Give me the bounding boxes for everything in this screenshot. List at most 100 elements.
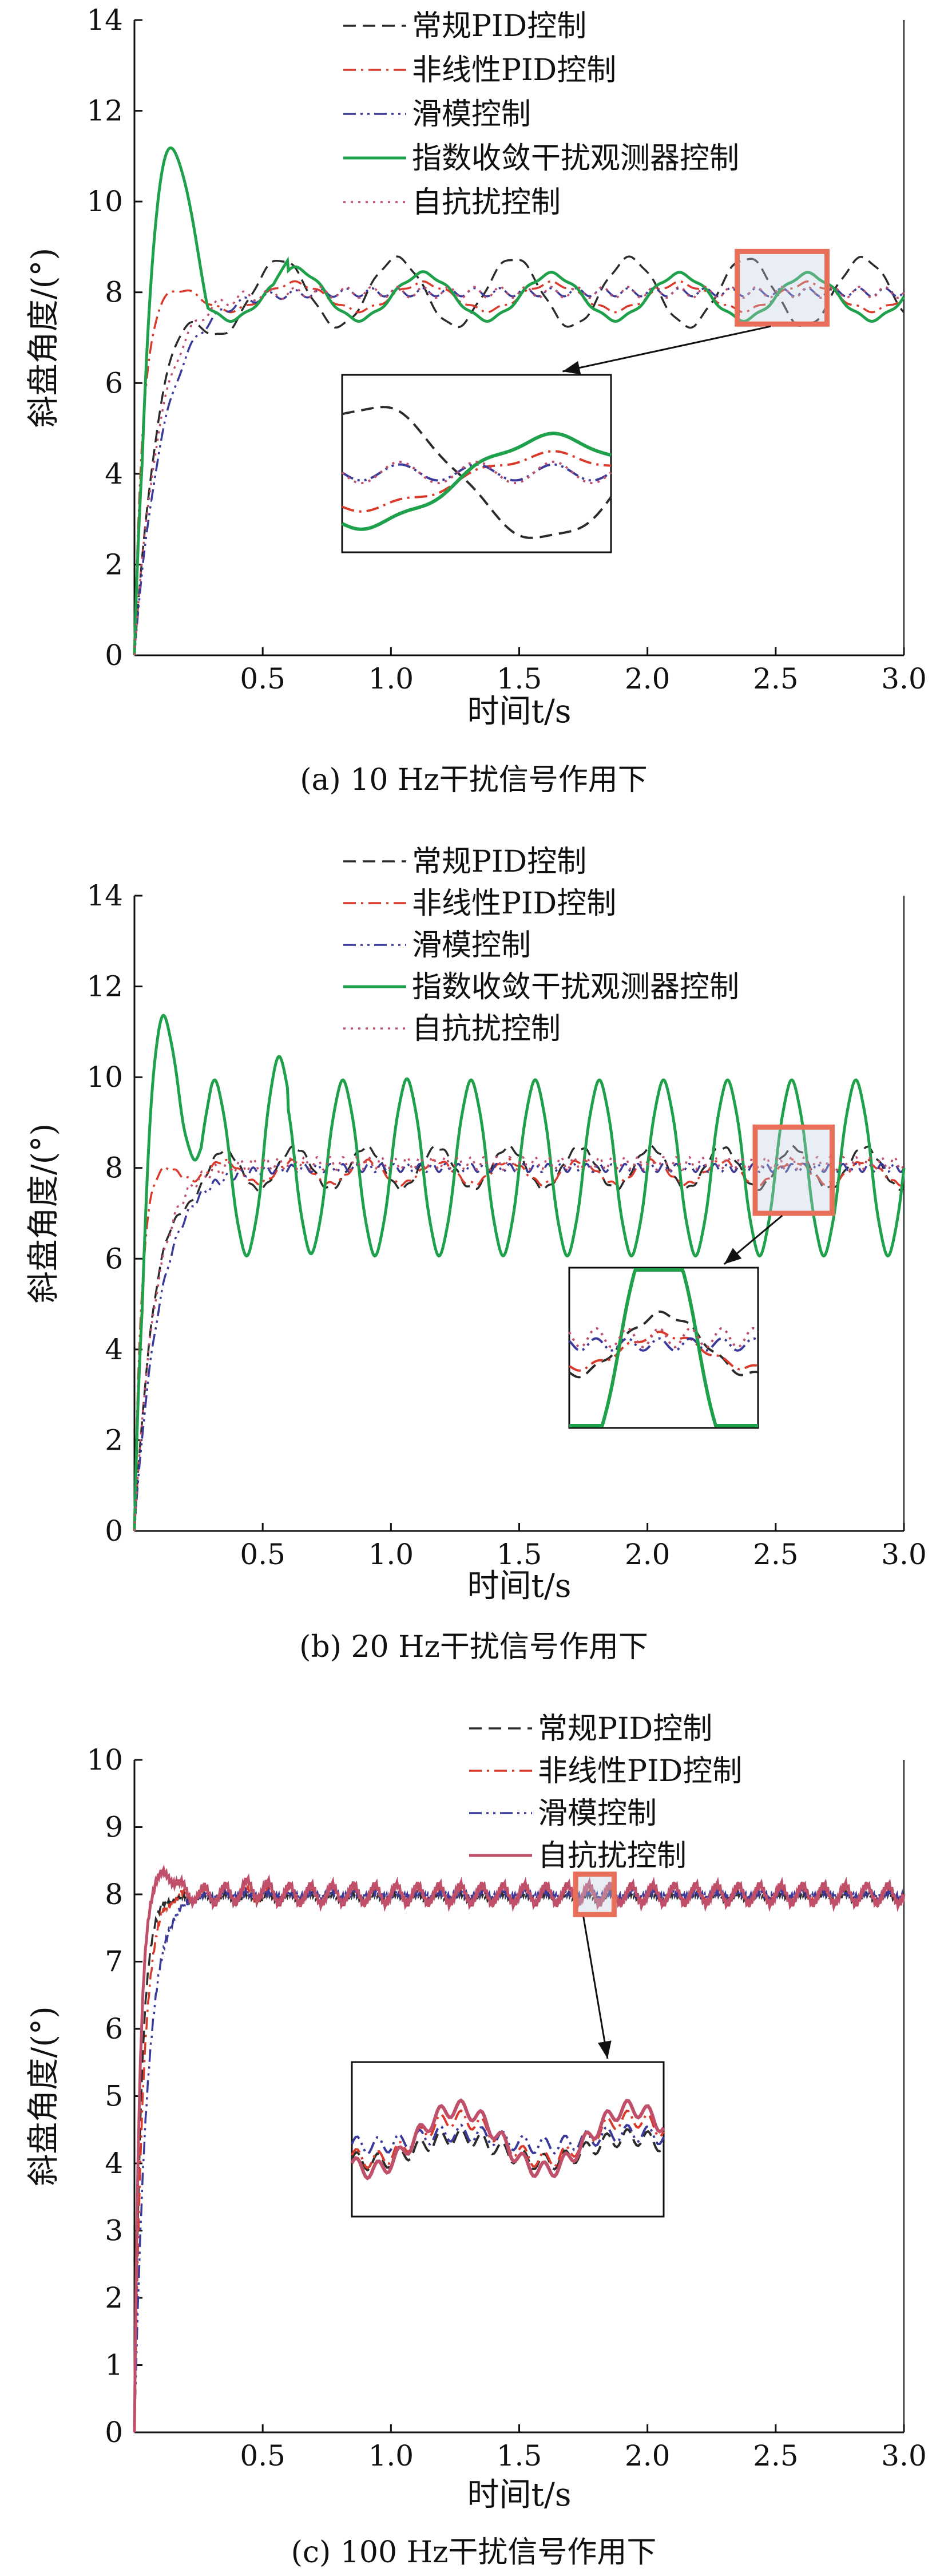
panel-caption: (b) 20 Hz干扰信号作用下 <box>299 1630 648 1664</box>
y-tick-label: 4 <box>105 1333 123 1366</box>
series-line-2 <box>133 1162 905 1532</box>
series-line-3 <box>133 146 906 656</box>
legend-label: 非线性PID控制 <box>538 1754 742 1788</box>
x-tick-label: 1.0 <box>368 662 414 695</box>
x-tick-label: 2.0 <box>625 1538 671 1571</box>
y-tick-label: 3 <box>105 2214 123 2247</box>
x-tick-label: 3.0 <box>881 2439 927 2472</box>
y-tick-label: 14 <box>86 879 123 912</box>
legend-label: 常规PID控制 <box>412 845 586 879</box>
x-tick-label: 3.0 <box>881 1538 927 1571</box>
legend-label: 自抗扰控制 <box>538 1839 687 1873</box>
x-tick-label: 1.5 <box>497 1538 542 1571</box>
zoom-arrow <box>582 1916 609 2059</box>
x-tick-label: 1.0 <box>368 2439 414 2472</box>
legend-label: 常规PID控制 <box>412 9 586 43</box>
y-tick-label: 8 <box>105 276 123 309</box>
zoom-inset-box <box>568 1267 759 1429</box>
x-tick-label: 1.5 <box>497 662 542 695</box>
y-tick-label: 10 <box>86 1743 123 1776</box>
x-tick-label: 3.0 <box>881 662 927 695</box>
series-line-3 <box>133 1864 906 2433</box>
y-tick-label: 2 <box>105 2281 123 2314</box>
x-axis-label: 时间t/s <box>467 2476 571 2514</box>
zoom-highlight-box <box>735 248 830 327</box>
zoom-inset-box <box>351 2061 665 2218</box>
y-tick-label: 0 <box>105 1514 123 1548</box>
x-tick-label: 1.5 <box>497 2439 542 2472</box>
y-tick-label: 2 <box>105 1423 123 1457</box>
zoom-arrowhead <box>562 361 581 375</box>
inset-series-line-1 <box>569 1330 759 1372</box>
y-tick-label: 8 <box>105 1878 123 1911</box>
x-axis-label: 时间t/s <box>467 1568 571 1605</box>
zoom-arrow <box>562 325 771 373</box>
series-line-4 <box>133 286 905 656</box>
series-line-4 <box>133 1156 905 1532</box>
x-tick-label: 0.5 <box>240 1538 285 1571</box>
legend-label: 滑模控制 <box>412 97 531 132</box>
y-tick-label: 12 <box>86 970 123 1003</box>
inset-series-line-3 <box>341 432 612 531</box>
legend-label: 滑模控制 <box>538 1797 657 1831</box>
y-tick-label: 0 <box>105 639 123 672</box>
legend-label: 指数收敛干扰观测器控制 <box>412 141 739 176</box>
legend-label: 常规PID控制 <box>538 1712 712 1746</box>
inset-series-line-3 <box>569 1268 758 1427</box>
zoom-arrowhead <box>598 2040 612 2059</box>
inset-series-line-2 <box>351 2123 665 2155</box>
inset-series-line-0 <box>342 406 612 539</box>
legend-label: 指数收敛干扰观测器控制 <box>412 970 739 1004</box>
y-tick-label: 5 <box>105 2080 123 2113</box>
inset-series-line-1 <box>342 450 612 513</box>
x-tick-label: 0.5 <box>240 662 285 695</box>
y-tick-label: 1 <box>105 2349 123 2382</box>
zoom-highlight-box <box>752 1124 835 1216</box>
x-tick-label: 2.5 <box>753 662 799 695</box>
panel-caption: (c) 100 Hz干扰信号作用下 <box>291 2535 657 2570</box>
y-tick-label: 2 <box>105 548 123 581</box>
y-tick-label: 6 <box>105 366 123 399</box>
inset-series-line-3 <box>350 2098 665 2181</box>
y-tick-label: 0 <box>105 2416 123 2449</box>
y-tick-label: 14 <box>86 3 123 37</box>
inset-series-line-4 <box>568 1327 759 1348</box>
inset-series-line-0 <box>568 1310 759 1379</box>
series-line-0 <box>133 255 905 656</box>
y-tick-label: 10 <box>86 1061 123 1094</box>
x-axis-label: 时间t/s <box>467 693 571 730</box>
y-tick-label: 6 <box>105 1242 123 1275</box>
y-tick-label: 7 <box>105 1945 123 1979</box>
legend-label: 非线性PID控制 <box>412 53 616 88</box>
y-tick-label: 12 <box>86 94 123 128</box>
inset-series-line-2 <box>568 1337 759 1352</box>
legend-label: 自抗扰控制 <box>412 185 561 220</box>
y-tick-label: 10 <box>86 185 123 218</box>
zoom-highlight-box <box>573 1871 617 1917</box>
x-tick-label: 2.0 <box>625 2439 671 2472</box>
legend-label: 自抗扰控制 <box>412 1012 561 1046</box>
y-axis-label: 斜盘角度/(°) <box>25 1123 62 1304</box>
legend-label: 非线性PID控制 <box>412 887 616 921</box>
y-tick-label: 4 <box>105 2147 123 2180</box>
panel-c: 0 1 2 3 4 5 6 7 8 9 10 0.5 1.0 1.5 2.0 2.5 3.0 时间t/s 斜盘角度/… <box>25 1712 927 2570</box>
y-tick-label: 4 <box>105 457 123 490</box>
y-tick-label: 9 <box>105 1811 123 1844</box>
panel-a: 0 2 4 6 8 10 12 14 0.5 1.0 1.5 2.0 2.5 3.0 时间t/s 斜盘角度/(… <box>25 3 927 797</box>
y-axis-label: 斜盘角度/(°) <box>25 248 62 428</box>
inset-series-line-4 <box>341 460 612 485</box>
x-tick-label: 0.5 <box>240 2439 285 2472</box>
x-tick-label: 1.0 <box>368 1538 414 1571</box>
zoom-arrowhead <box>724 1248 742 1264</box>
x-tick-label: 2.5 <box>753 1538 799 1571</box>
x-tick-label: 2.0 <box>625 662 671 695</box>
y-axis-label: 斜盘角度/(°) <box>25 2006 62 2186</box>
panel-caption: (a) 10 Hz干扰信号作用下 <box>300 763 648 797</box>
legend-label: 滑模控制 <box>412 928 531 963</box>
y-tick-label: 8 <box>105 1152 123 1185</box>
panel-b: 0 2 4 6 8 10 12 14 0.5 1.0 1.5 2.0 2.5 3.0 时间t/s 斜盘角度/(… <box>25 845 927 1664</box>
series-line-3 <box>133 1014 906 1532</box>
x-tick-label: 2.5 <box>753 2439 799 2472</box>
